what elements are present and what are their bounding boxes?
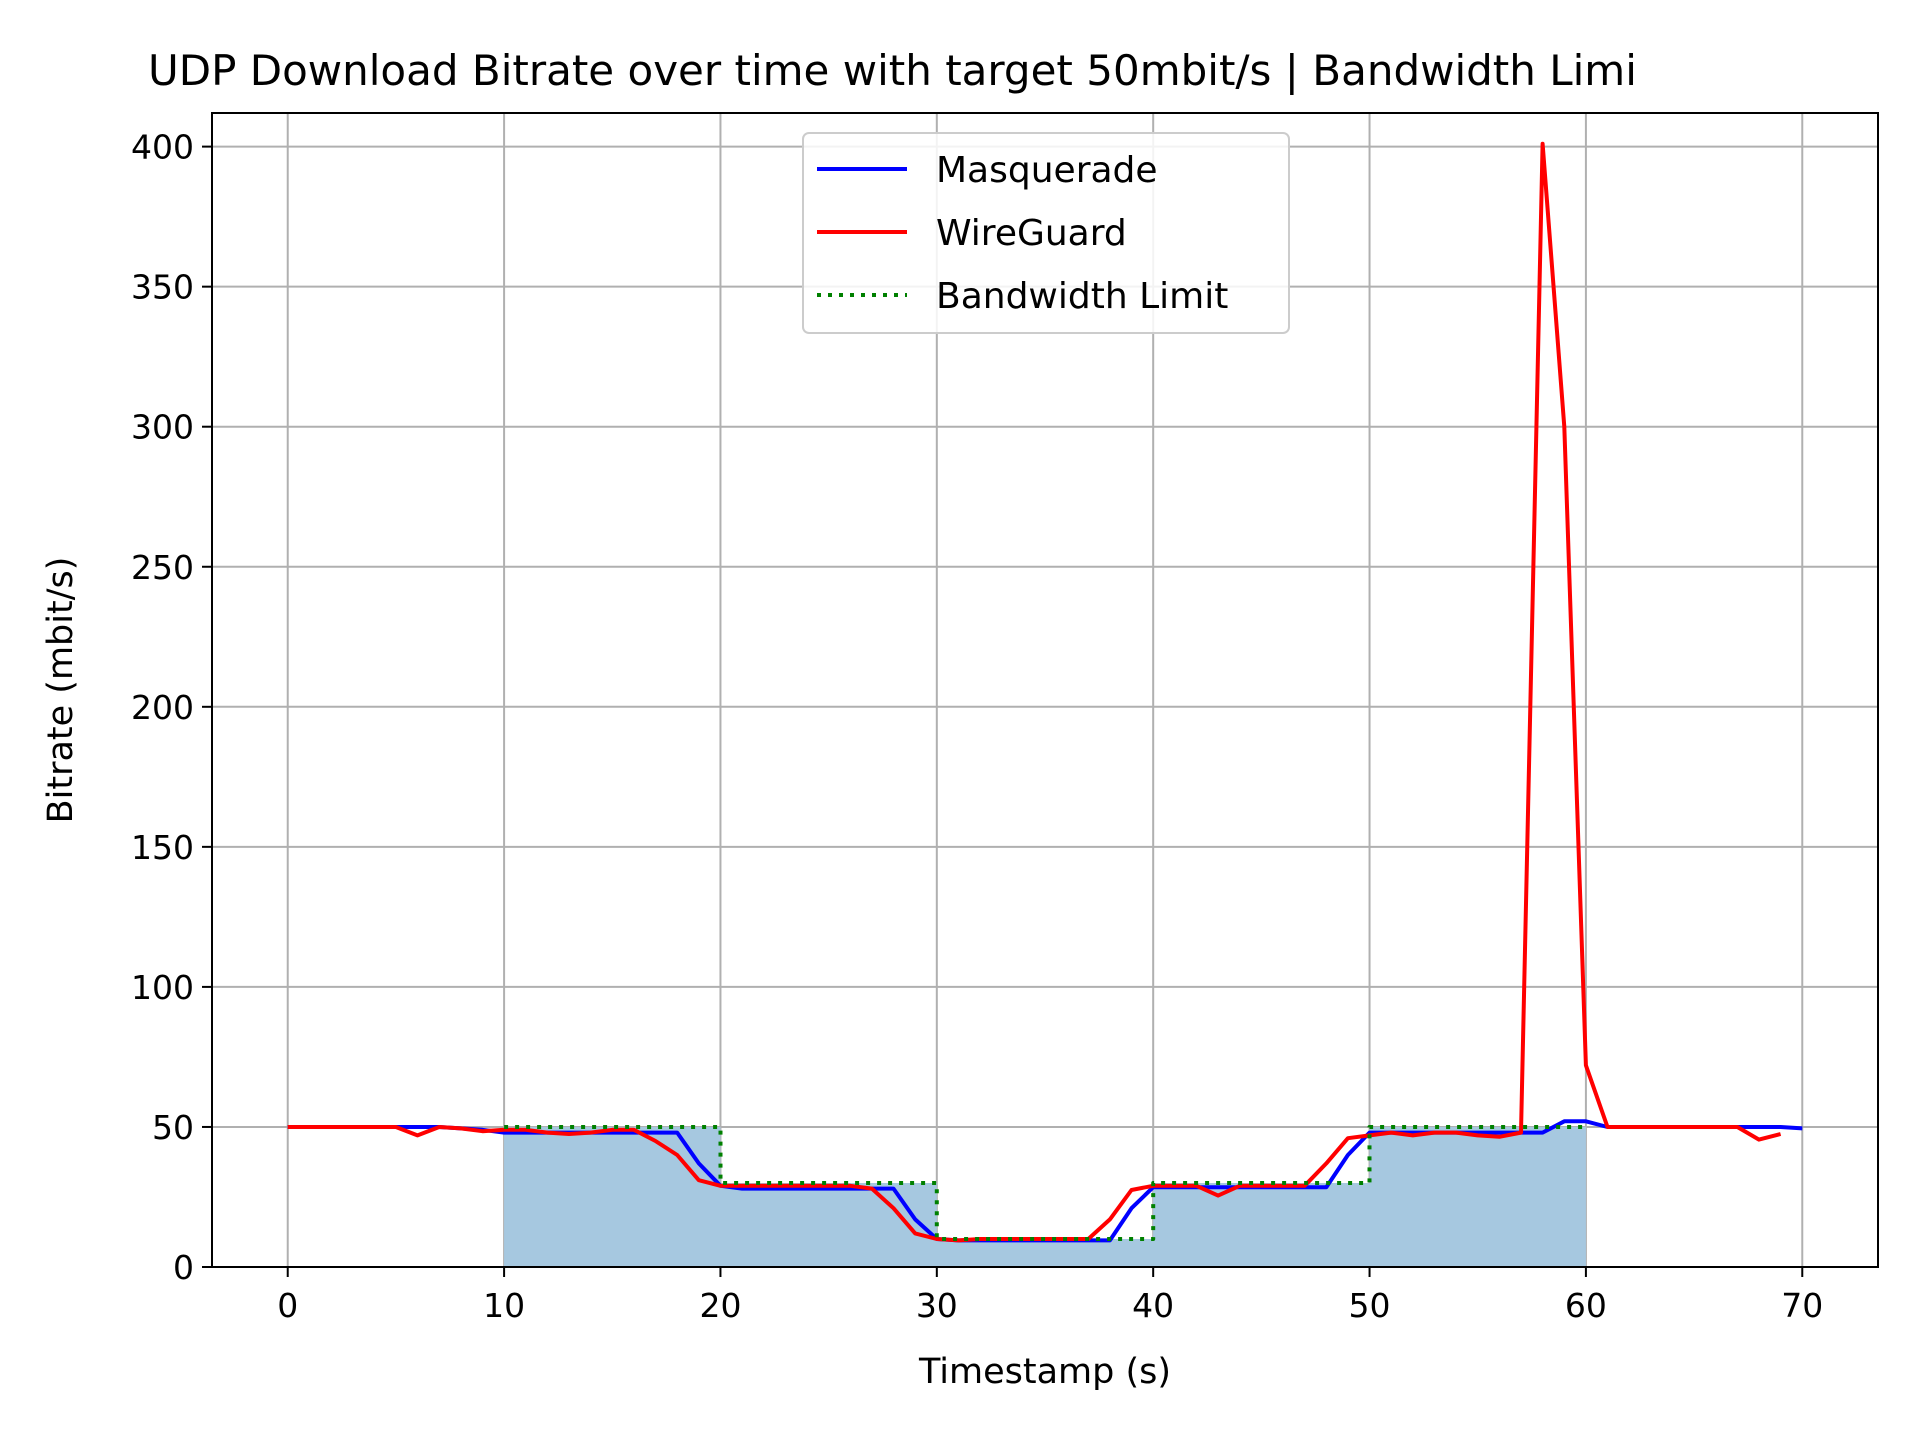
y-tick-label: 350 [131,268,194,307]
legend-label-bandwidth-limit: Bandwidth Limit [936,276,1228,317]
x-tick-label: 60 [1565,1286,1607,1325]
legend-label-masquerade: Masquerade [936,150,1158,191]
y-tick-label: 100 [131,968,194,1007]
shaded-area-polygon [504,1126,1586,1267]
y-axis-label: Bitrate (mbit/s) [41,557,81,824]
x-tick-label: 50 [1349,1286,1391,1325]
series-lines [287,141,1803,1243]
x-tick-label: 70 [1781,1286,1823,1325]
y-tick-label: 200 [131,688,194,727]
y-tick-label: 250 [131,548,194,587]
legend-box [802,132,1290,334]
x-axis-label: Timestamp (s) [918,1352,1171,1392]
y-tick-label: 400 [131,128,194,167]
x-tick-label: 40 [1132,1286,1174,1325]
x-tick-label: 10 [483,1286,525,1325]
legend-label-wireguard: WireGuard [936,213,1127,254]
y-tick-label: 0 [173,1248,194,1287]
bandwidth-limit-line [504,1125,1586,1241]
x-tick-label: 0 [277,1286,298,1325]
chart-title: UDP Download Bitrate over time with targ… [148,46,1637,95]
y-tick-label: 150 [131,828,194,867]
shaded-area [504,1126,1586,1267]
ticks: 0 10 20 30 40 50 60 70 0 50 100 150 200 250 300 350 400 [131,128,1823,1325]
x-tick-label: 20 [699,1286,741,1325]
wireguard-line [287,141,1782,1243]
x-tick-label: 30 [916,1286,958,1325]
legend: Masquerade WireGuard Bandwidth Limit [802,132,1290,334]
y-tick-label: 50 [152,1108,194,1147]
y-tick-label: 300 [131,408,194,447]
plot-frame [211,112,1879,1268]
